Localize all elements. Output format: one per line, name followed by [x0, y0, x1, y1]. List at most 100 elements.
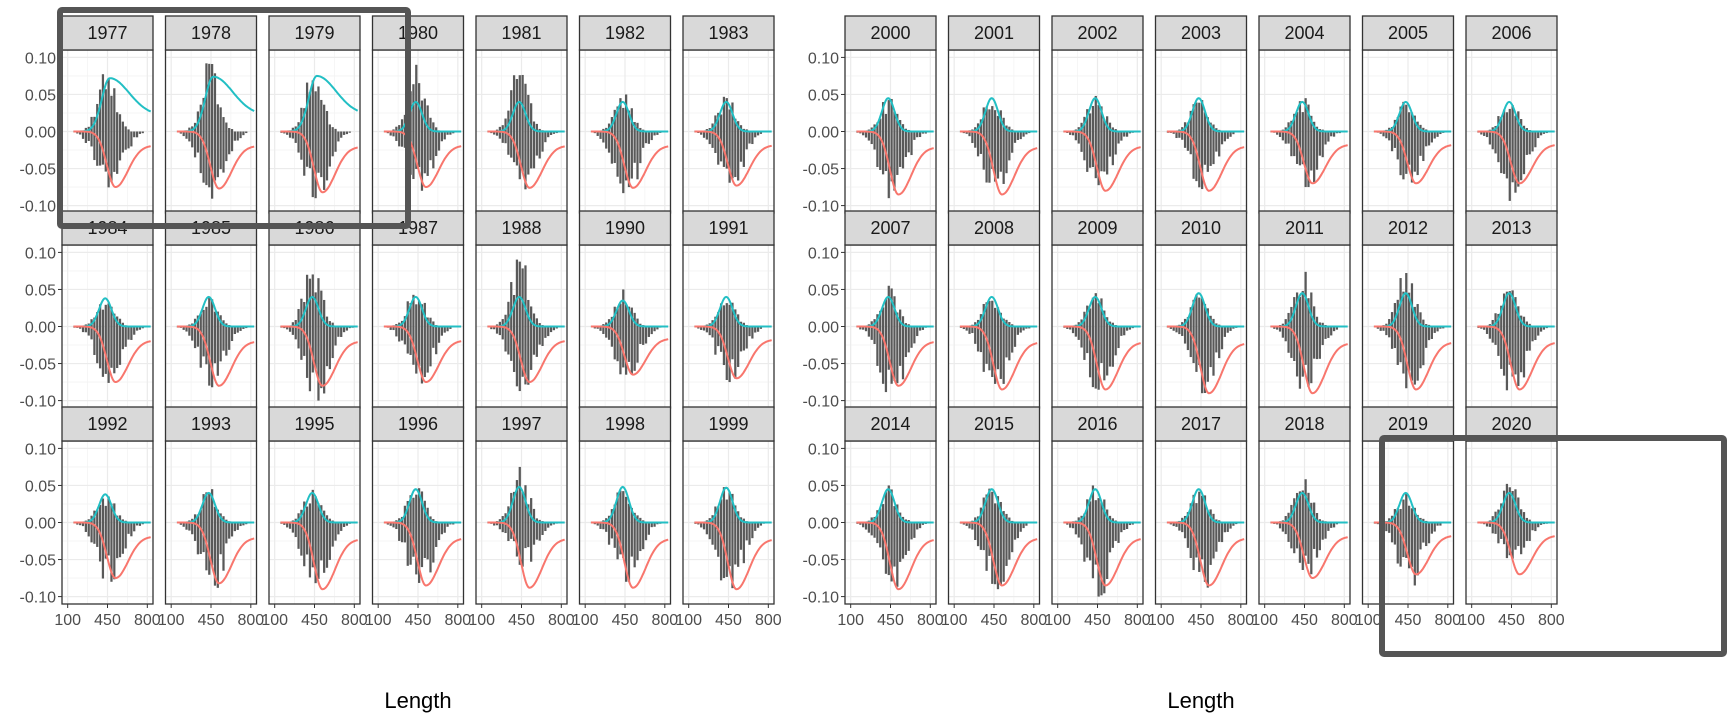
bar-lower: [734, 326, 737, 379]
bar-lower: [524, 326, 527, 385]
bar-lower: [702, 131, 706, 138]
bar-lower: [968, 326, 971, 334]
bar-lower: [1290, 131, 1293, 157]
bar-lower: [1413, 522, 1416, 586]
bar-lower: [291, 522, 294, 533]
bar-lower: [530, 522, 533, 562]
bar-lower: [1088, 326, 1092, 378]
bar-lower: [1301, 522, 1304, 570]
x-tick-label: 800: [1020, 612, 1047, 629]
bar-lower: [622, 522, 625, 559]
bar-lower: [711, 326, 714, 338]
bar-lower: [98, 522, 102, 562]
bar-lower: [303, 131, 306, 176]
bottom-density-curve: [1063, 130, 1141, 192]
bar-lower: [876, 522, 879, 544]
bar-upper: [985, 106, 988, 132]
bar-lower: [976, 326, 980, 352]
bar-lower: [1528, 131, 1531, 155]
bar-upper: [530, 498, 533, 523]
bar-upper: [418, 301, 421, 327]
bar-upper: [1408, 505, 1411, 523]
bar-lower: [185, 131, 188, 139]
bar-lower: [133, 131, 136, 138]
bar-upper: [616, 106, 619, 132]
bottom-density-curve: [487, 130, 565, 189]
bar-lower: [538, 131, 541, 159]
bar-lower: [625, 326, 628, 375]
bar-upper: [717, 506, 720, 523]
bar-lower: [613, 326, 616, 360]
bar-upper: [1008, 126, 1011, 132]
bar-lower: [512, 326, 516, 372]
bar-lower: [303, 326, 306, 356]
strip-label: 1995: [294, 414, 334, 434]
bar-lower: [291, 326, 294, 335]
bar-lower: [994, 326, 997, 384]
bar-upper: [1206, 117, 1209, 132]
bar-lower: [965, 522, 968, 526]
bar-upper: [1195, 102, 1198, 132]
bar-lower: [501, 131, 504, 143]
bar-upper: [636, 122, 639, 132]
bar-upper: [1508, 108, 1511, 132]
bar-lower: [893, 326, 896, 381]
bar-lower: [300, 326, 303, 360]
bar-lower: [406, 326, 409, 354]
bar-upper: [742, 518, 745, 523]
strip-background: [1051, 15, 1144, 51]
bar-lower: [700, 131, 703, 135]
bar-lower: [728, 326, 731, 383]
bar-upper: [1402, 499, 1405, 523]
strip-background: [371, 15, 465, 51]
strip-background: [844, 210, 937, 246]
bar-lower: [1313, 326, 1316, 359]
bar-upper: [328, 124, 331, 132]
bar-upper: [213, 311, 217, 327]
bar-lower: [1324, 131, 1327, 145]
strip-label: 2002: [1077, 23, 1117, 43]
bar-lower: [1008, 522, 1011, 560]
bar-upper: [1086, 305, 1089, 327]
bar-lower: [965, 131, 968, 134]
bar-lower: [887, 522, 890, 576]
bar-upper: [1502, 109, 1506, 132]
bar-upper: [84, 127, 87, 132]
bar-lower: [711, 522, 714, 545]
bar-upper: [719, 303, 723, 327]
strip-background: [1154, 210, 1248, 246]
bar-lower: [991, 131, 994, 169]
bar-lower: [1022, 522, 1025, 529]
bar-lower: [1520, 326, 1523, 373]
bar-upper: [879, 310, 882, 327]
bar-upper: [879, 508, 882, 523]
bar-lower: [1436, 131, 1439, 137]
bar-lower: [392, 131, 395, 137]
bar-lower: [314, 522, 317, 584]
bar-upper: [512, 491, 516, 523]
bar-lower: [1083, 522, 1086, 562]
bar-upper: [907, 520, 910, 523]
bar-lower: [118, 131, 122, 161]
bar-lower: [429, 326, 432, 367]
bar-lower: [135, 326, 139, 331]
bar-lower: [1542, 131, 1546, 134]
y-tick-label: 0.00: [25, 125, 56, 142]
bar-lower: [918, 131, 922, 138]
bar-upper: [884, 492, 888, 523]
bar-lower: [1002, 522, 1005, 582]
bar-upper: [625, 94, 628, 132]
strip-label: 2001: [974, 23, 1014, 43]
bar-upper: [1500, 117, 1503, 132]
bar-upper: [303, 108, 306, 132]
bar-upper: [893, 506, 896, 523]
x-axis: 100 450 800: [158, 604, 264, 629]
bar-lower: [328, 522, 331, 560]
bar-lower: [193, 326, 197, 349]
bar-upper: [1307, 104, 1310, 132]
facet-panel-1983: 1983: [682, 15, 775, 214]
bar-lower: [1206, 522, 1209, 588]
x-axis: 100 450 800: [572, 604, 678, 629]
bar-upper: [974, 322, 977, 327]
